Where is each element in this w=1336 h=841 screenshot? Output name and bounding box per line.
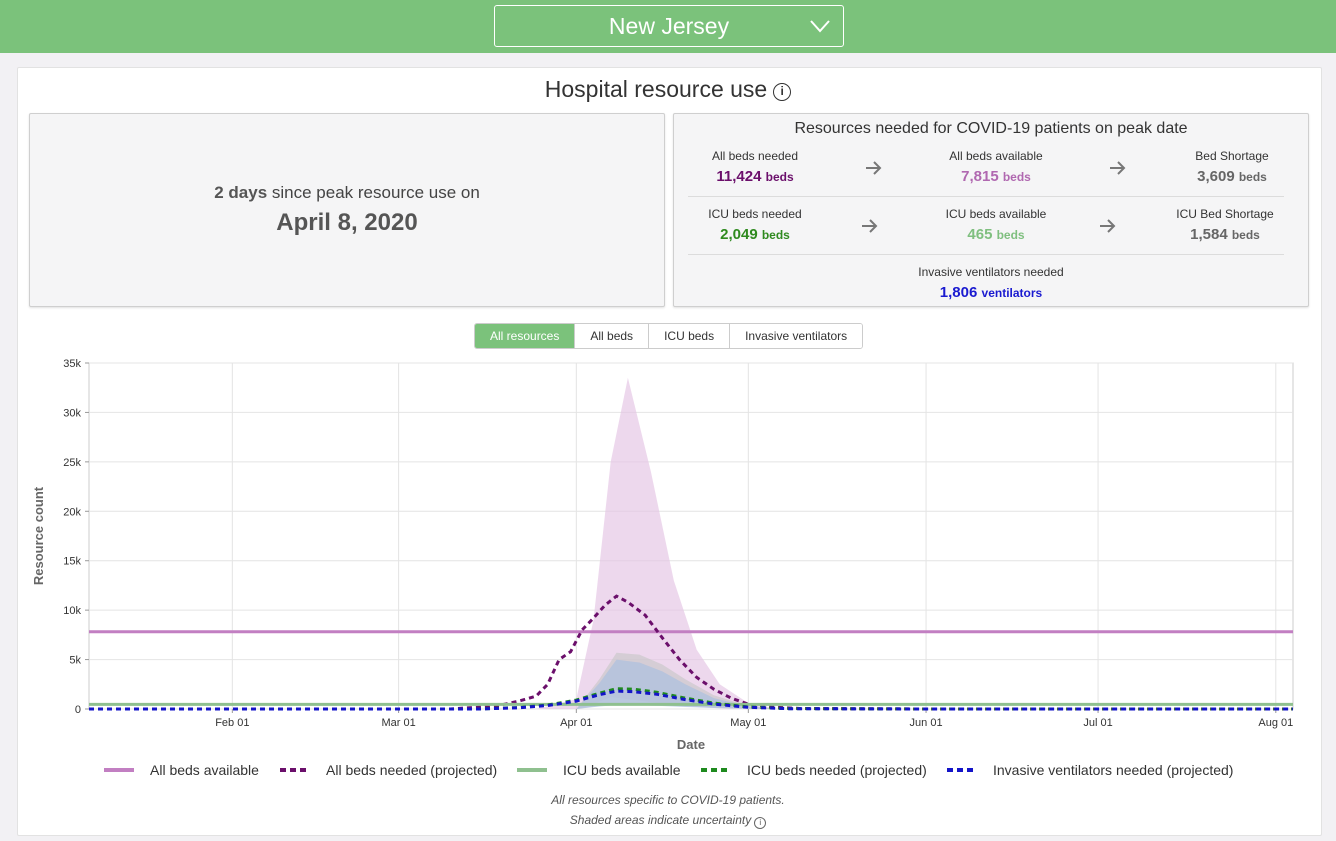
state-dropdown[interactable]: New Jersey bbox=[494, 5, 844, 47]
stat-label: ICU Bed Shortage bbox=[1176, 207, 1274, 221]
footnote-specific: All resources specific to COVID-19 patie… bbox=[551, 793, 785, 807]
chevron-down-icon bbox=[810, 20, 830, 33]
peak-days-unit: days bbox=[228, 183, 268, 202]
stat-value: 2,049 beds bbox=[720, 226, 790, 243]
legend-item-icu-beds-available[interactable]: ICU beds available bbox=[517, 762, 681, 778]
y-tick-label: 15k bbox=[63, 556, 81, 568]
legend-label: ICU beds needed (projected) bbox=[747, 762, 927, 778]
legend-item-ventilators-needed[interactable]: Invasive ventilators needed (projected) bbox=[947, 762, 1233, 778]
legend-swatch bbox=[517, 768, 547, 772]
uncertainty-band bbox=[536, 377, 777, 709]
bed-shortage-stat: Bed Shortage 3,609 beds bbox=[1152, 149, 1312, 185]
tab-all-beds[interactable]: All beds bbox=[575, 324, 650, 348]
stat-label: ICU beds available bbox=[945, 207, 1047, 221]
arrow-right-icon bbox=[866, 161, 882, 175]
x-tick-label: Jun 01 bbox=[910, 717, 943, 729]
stat-label: Invasive ventilators needed bbox=[918, 265, 1064, 279]
resources-title: Resources needed for COVID-19 patients o… bbox=[794, 120, 1188, 137]
arrow-right-icon bbox=[1100, 219, 1116, 233]
peak-days-suffix: since peak resource use on bbox=[271, 183, 480, 202]
info-icon[interactable]: i bbox=[754, 817, 767, 829]
peak-panel bbox=[29, 113, 665, 307]
legend-label: Invasive ventilators needed (projected) bbox=[993, 762, 1234, 778]
y-tick-label: 30k bbox=[63, 407, 81, 419]
tab-all-resources[interactable]: All resources bbox=[475, 324, 576, 348]
uncertainty-band bbox=[576, 659, 777, 709]
tab-icu-beds[interactable]: ICU beds bbox=[649, 324, 731, 348]
legend-swatch bbox=[104, 768, 134, 772]
stat-value: 1,584 beds bbox=[1190, 226, 1260, 243]
peak-date: April 8, 2020 bbox=[276, 209, 418, 236]
x-tick-label: Feb 01 bbox=[215, 717, 249, 729]
top-bar: New Jersey bbox=[0, 0, 1336, 53]
legend-swatch bbox=[280, 768, 310, 772]
peak-days-text: 2 days since peak resource use on bbox=[0, 183, 694, 203]
stat-value: 465 beds bbox=[967, 226, 1025, 243]
all-beds-available-stat: All beds available 7,815 beds bbox=[916, 149, 1076, 185]
y-tick-label: 0 bbox=[75, 704, 81, 716]
page-title-text: Hospital resource use bbox=[544, 76, 768, 102]
x-tick-label: Jul 01 bbox=[1083, 717, 1112, 729]
y-tick-label: 10k bbox=[63, 605, 81, 617]
resource-chart: 0 5k 10k 15k 20k 25k 30k 35k Feb 01 Mar 01 Apr 01 M… bbox=[31, 358, 1294, 752]
legend-swatch bbox=[947, 768, 977, 772]
icu-bed-shortage-stat: ICU Bed Shortage 1,584 beds bbox=[1145, 207, 1305, 243]
legend-label: All beds needed (projected) bbox=[326, 762, 498, 778]
legend-label: All beds available bbox=[150, 762, 259, 778]
icu-beds-available-stat: ICU beds available 465 beds bbox=[916, 207, 1076, 243]
y-tick-label: 25k bbox=[63, 457, 81, 469]
peak-days-number: 2 bbox=[214, 183, 224, 202]
stat-value: 1,806 ventilators bbox=[939, 284, 1043, 301]
icu-beds-needed-stat: ICU beds needed 2,049 beds bbox=[675, 207, 835, 243]
y-tick-label: 5k bbox=[69, 655, 81, 667]
y-tick-label: 20k bbox=[63, 506, 81, 518]
stat-divider bbox=[688, 254, 1284, 255]
x-axis-label: Date bbox=[677, 737, 705, 752]
y-tick-label: 35k bbox=[63, 358, 81, 370]
legend-swatch bbox=[701, 768, 731, 772]
x-tick-label: Mar 01 bbox=[381, 717, 415, 729]
stat-label: All beds needed bbox=[711, 149, 799, 163]
y-axis-label: Resource count bbox=[31, 486, 46, 585]
tab-invasive-ventilators[interactable]: Invasive ventilators bbox=[730, 324, 863, 348]
x-tick-label: May 01 bbox=[730, 717, 766, 729]
legend-item-icu-beds-needed[interactable]: ICU beds needed (projected) bbox=[701, 762, 927, 778]
legend-label: ICU beds available bbox=[563, 762, 681, 778]
x-tick-label: Apr 01 bbox=[560, 717, 592, 729]
stat-label: Bed Shortage bbox=[1195, 149, 1269, 163]
x-tick-label: Aug 01 bbox=[1258, 717, 1293, 729]
state-dropdown-value: New Jersey bbox=[608, 12, 730, 39]
stat-label: ICU beds needed bbox=[708, 207, 802, 221]
info-icon[interactable]: i bbox=[773, 83, 792, 101]
ventilators-needed-stat: Invasive ventilators needed 1,806 ventil… bbox=[881, 265, 1101, 301]
resource-tabs: All resources All beds ICU beds Invasive… bbox=[474, 323, 864, 349]
all-beds-needed-stat: All beds needed 11,424 beds bbox=[675, 149, 835, 185]
stat-label: All beds available bbox=[949, 149, 1043, 163]
stat-value: 7,815 beds bbox=[961, 168, 1031, 185]
footnote-uncertainty: Shaded areas indicate uncertainty i bbox=[0, 813, 1336, 829]
resources-panel bbox=[673, 113, 1309, 307]
stat-value: 11,424 beds bbox=[716, 168, 794, 185]
footnote-uncertainty-text: Shaded areas indicate uncertainty bbox=[569, 813, 752, 827]
legend-item-all-beds-available[interactable]: All beds available bbox=[104, 762, 259, 778]
chart-legend: All beds available All beds needed (proj… bbox=[0, 762, 1336, 782]
stat-divider bbox=[688, 196, 1284, 197]
stat-value: 3,609 beds bbox=[1197, 168, 1267, 185]
arrow-right-icon bbox=[1110, 161, 1126, 175]
arrow-right-icon bbox=[862, 219, 878, 233]
legend-item-all-beds-needed[interactable]: All beds needed (projected) bbox=[280, 762, 497, 778]
page-title: Hospital resource use i bbox=[0, 76, 1336, 103]
series-line-4 bbox=[89, 689, 1293, 711]
